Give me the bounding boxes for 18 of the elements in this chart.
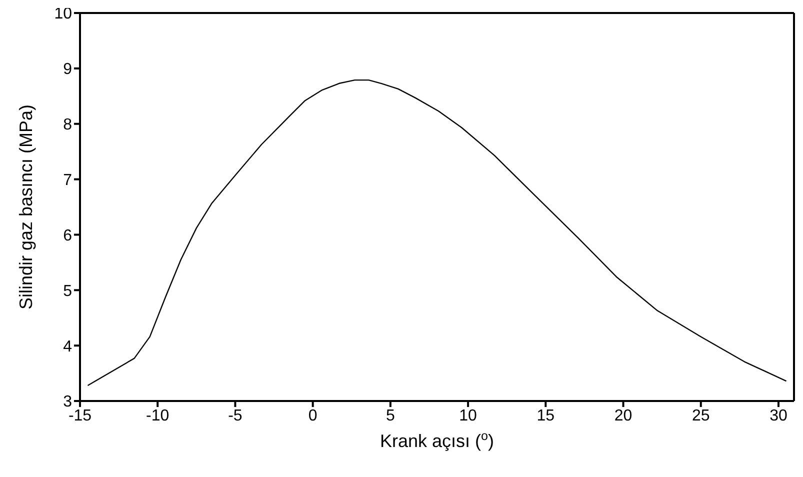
x-tick-label: 5 <box>386 407 395 424</box>
y-tick-label: 8 <box>63 116 72 134</box>
line-series <box>87 79 787 386</box>
x-tick-label: 0 <box>308 407 318 424</box>
x-tick-label: 20 <box>614 407 632 424</box>
y-tick-label: 6 <box>63 227 72 244</box>
y-tick-label: 5 <box>63 282 72 300</box>
y-tick-label: 7 <box>63 172 72 189</box>
x-tick-label: 15 <box>536 407 555 424</box>
x-tick-label: 25 <box>692 407 710 424</box>
y-tick-label: 9 <box>63 61 72 78</box>
y-tick-label: 4 <box>63 338 72 356</box>
x-axis-title: Krank açısı ($^{o}$) <box>380 429 494 451</box>
x-tick-label: 10 <box>459 407 478 424</box>
x-tick-label: -5 <box>228 407 242 424</box>
x-tick-label: 30 <box>770 407 788 424</box>
y-axis-title: Silindir gaz basıncı (MPa) <box>16 104 36 310</box>
x-tick-label: -10 <box>146 407 170 424</box>
